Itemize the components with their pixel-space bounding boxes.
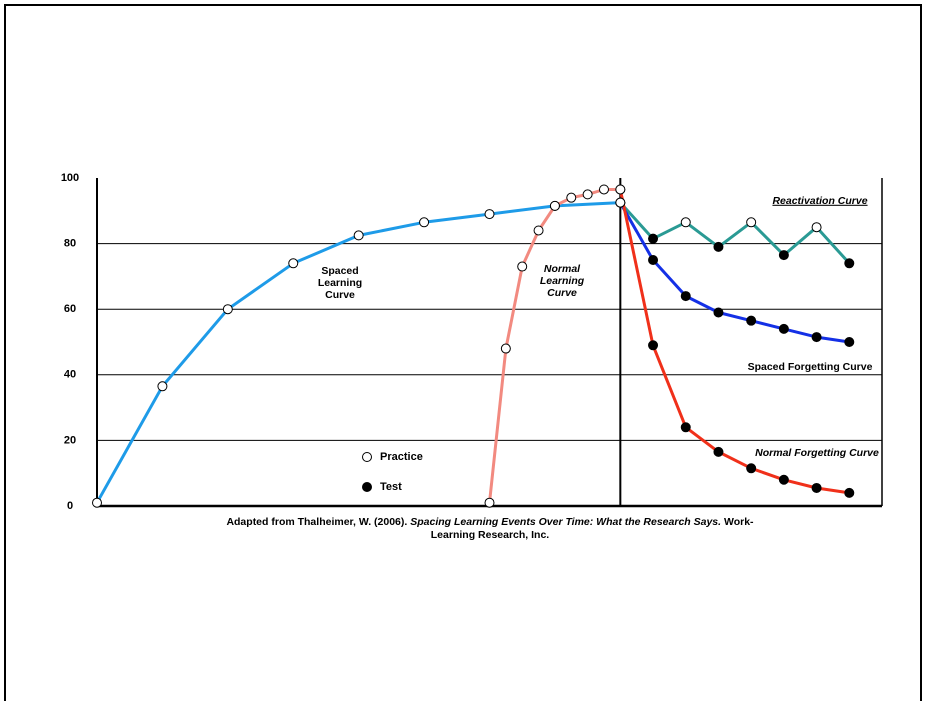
data-point <box>746 217 757 228</box>
y-tick-label: 100 <box>61 172 79 184</box>
data-point <box>566 192 577 203</box>
caption-text: Work-Learning Research, Inc. <box>430 516 754 541</box>
series-line <box>618 189 850 495</box>
data-point <box>582 189 593 200</box>
legend-marker <box>362 482 372 492</box>
data-point <box>92 497 102 508</box>
data-point <box>713 446 724 457</box>
data-point <box>648 255 659 265</box>
data-point <box>680 291 691 302</box>
data-point <box>484 209 495 220</box>
data-point <box>419 217 430 228</box>
annotation: Spaced Learning Curve <box>318 265 362 301</box>
data-point <box>778 474 789 485</box>
data-point <box>222 304 233 315</box>
data-point <box>746 463 757 474</box>
data-point <box>746 315 757 326</box>
data-point <box>353 230 364 241</box>
series-line <box>95 201 621 504</box>
annotation: Normal Learning Curve <box>540 263 585 299</box>
data-point <box>680 422 691 433</box>
data-point <box>648 340 659 351</box>
data-point <box>288 258 299 269</box>
caption-text: Adapted from Thalheimer, W. (2006). <box>226 516 408 528</box>
page-frame <box>4 4 922 701</box>
y-tick-label: 40 <box>64 369 76 381</box>
y-tick-label: 0 <box>67 500 73 512</box>
data-point <box>713 241 724 252</box>
caption: Adapted from Thalheimer, W. (2006). Spac… <box>220 516 760 542</box>
series-line <box>618 201 850 344</box>
legend-label: Practice <box>380 451 423 463</box>
data-point <box>778 323 789 334</box>
legend-label: Test <box>380 481 402 493</box>
y-tick-label: 80 <box>64 238 76 250</box>
annotation: Normal Forgetting Curve <box>755 447 879 459</box>
annotation: Reactivation Curve <box>772 195 867 207</box>
legend-marker <box>362 452 372 462</box>
data-point <box>811 332 822 343</box>
data-point <box>844 258 855 269</box>
caption-text: Spacing Learning Events Over Time: What … <box>410 516 722 528</box>
annotation: Spaced Forgetting Curve <box>748 361 873 373</box>
data-point <box>598 184 609 195</box>
data-point <box>713 307 724 318</box>
data-point <box>517 261 528 272</box>
data-point <box>680 217 691 228</box>
data-point <box>615 197 626 208</box>
data-point <box>844 487 855 498</box>
data-point <box>778 250 789 261</box>
data-point <box>844 337 855 347</box>
y-tick-label: 20 <box>64 434 76 446</box>
data-point <box>533 225 544 236</box>
data-point <box>549 200 560 211</box>
data-point <box>157 381 168 392</box>
data-point <box>615 184 626 195</box>
data-point <box>648 233 659 244</box>
y-tick-label: 60 <box>64 303 76 315</box>
series-line <box>619 201 851 265</box>
data-point <box>484 497 495 508</box>
data-point <box>811 222 822 233</box>
data-point <box>811 482 822 493</box>
data-point <box>500 343 511 354</box>
